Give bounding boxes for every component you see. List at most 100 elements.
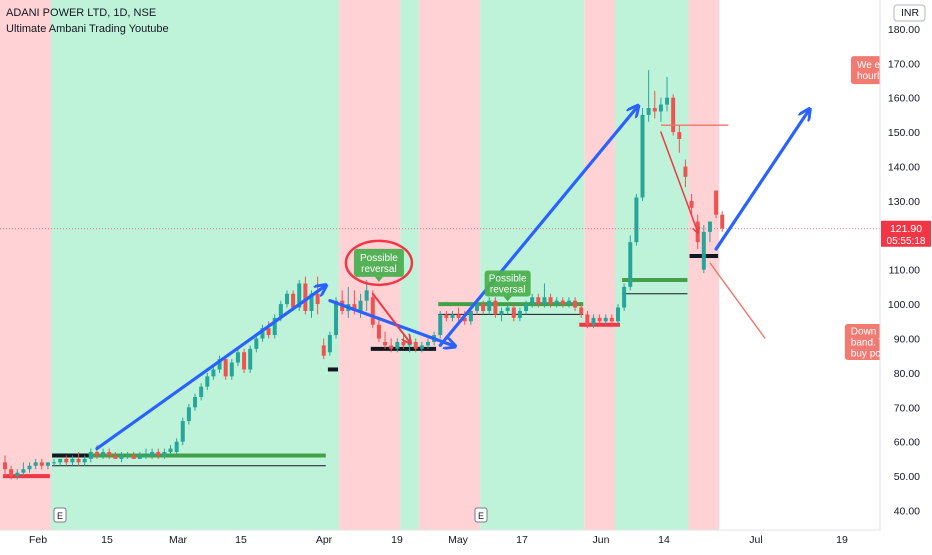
candle[interactable] bbox=[303, 276, 308, 315]
candle[interactable] bbox=[481, 300, 486, 315]
candle[interactable] bbox=[39, 458, 44, 470]
candle[interactable] bbox=[70, 455, 75, 466]
candle[interactable] bbox=[665, 77, 670, 112]
candle[interactable] bbox=[364, 280, 369, 311]
candle[interactable] bbox=[217, 355, 222, 373]
candle[interactable] bbox=[450, 310, 455, 322]
reversal-label[interactable]: Possible reversal bbox=[344, 239, 414, 287]
candle[interactable] bbox=[229, 359, 234, 380]
candle[interactable] bbox=[327, 331, 332, 356]
candle[interactable] bbox=[193, 393, 198, 411]
candle[interactable] bbox=[76, 452, 81, 466]
candle[interactable] bbox=[622, 283, 627, 311]
candle[interactable] bbox=[487, 297, 492, 315]
time-axis[interactable]: Feb 15 Mar 15 Apr 19 May 17 Jun 14 Jul 19 bbox=[0, 529, 880, 550]
candle[interactable] bbox=[524, 300, 529, 315]
candle[interactable] bbox=[376, 317, 381, 342]
candle[interactable] bbox=[701, 224, 706, 274]
candle[interactable] bbox=[21, 462, 26, 477]
candle[interactable] bbox=[413, 338, 418, 353]
candle[interactable] bbox=[646, 70, 651, 122]
candle[interactable] bbox=[162, 448, 167, 459]
candle[interactable] bbox=[560, 297, 565, 308]
earnings-marker[interactable]: E bbox=[53, 507, 67, 523]
candle[interactable] bbox=[284, 290, 289, 308]
candle[interactable] bbox=[52, 458, 57, 466]
callout-box[interactable]: Down move was arrested at the shakeoutba… bbox=[844, 323, 932, 360]
candle[interactable] bbox=[150, 448, 155, 459]
candle[interactable] bbox=[64, 455, 69, 466]
candle[interactable] bbox=[517, 307, 522, 322]
earnings-marker[interactable]: E bbox=[474, 507, 488, 523]
candle[interactable] bbox=[419, 341, 424, 353]
candle[interactable] bbox=[425, 338, 430, 349]
candle[interactable] bbox=[438, 310, 443, 339]
candle[interactable] bbox=[616, 304, 620, 325]
candle[interactable] bbox=[677, 125, 682, 153]
candle[interactable] bbox=[199, 383, 204, 401]
candle[interactable] bbox=[671, 94, 676, 136]
candle[interactable] bbox=[235, 348, 240, 367]
candle[interactable] bbox=[321, 338, 326, 360]
candle[interactable] bbox=[119, 452, 124, 463]
candle[interactable] bbox=[254, 335, 259, 353]
candle[interactable] bbox=[652, 90, 657, 119]
candle[interactable] bbox=[370, 290, 375, 329]
candle[interactable] bbox=[720, 211, 725, 232]
candle[interactable] bbox=[658, 97, 663, 122]
candle[interactable] bbox=[180, 417, 185, 446]
candle[interactable] bbox=[505, 304, 510, 315]
candle[interactable] bbox=[101, 448, 106, 459]
candle[interactable] bbox=[205, 372, 210, 391]
candle[interactable] bbox=[3, 455, 7, 477]
candle[interactable] bbox=[579, 304, 584, 318]
candle[interactable] bbox=[511, 304, 516, 322]
callout-box[interactable]: We exited around here on thehourly chart… bbox=[850, 56, 932, 85]
candle[interactable] bbox=[272, 314, 277, 339]
candle[interactable] bbox=[113, 452, 118, 459]
candle[interactable] bbox=[88, 448, 93, 463]
candle[interactable] bbox=[591, 314, 596, 329]
candle[interactable] bbox=[714, 190, 719, 219]
candle[interactable] bbox=[597, 314, 602, 325]
candle[interactable] bbox=[585, 310, 590, 329]
candle[interactable] bbox=[456, 307, 461, 322]
candle[interactable] bbox=[45, 462, 50, 470]
candle[interactable] bbox=[444, 310, 449, 322]
candle[interactable] bbox=[15, 469, 20, 480]
candle[interactable] bbox=[395, 338, 400, 353]
reversal-label[interactable]: Possible reversal bbox=[484, 270, 531, 302]
candle[interactable] bbox=[530, 293, 535, 308]
candle[interactable] bbox=[107, 448, 112, 459]
candle[interactable] bbox=[548, 293, 553, 308]
candle[interactable] bbox=[27, 462, 32, 473]
candle[interactable] bbox=[707, 221, 712, 243]
candle[interactable] bbox=[125, 452, 130, 459]
candle[interactable] bbox=[82, 455, 87, 466]
candle[interactable] bbox=[603, 314, 608, 325]
candle[interactable] bbox=[242, 348, 247, 373]
candle[interactable] bbox=[186, 403, 191, 425]
candle[interactable] bbox=[223, 355, 228, 380]
candle[interactable] bbox=[58, 458, 63, 466]
candle[interactable] bbox=[542, 283, 547, 308]
candle[interactable] bbox=[499, 307, 504, 322]
candle[interactable] bbox=[168, 445, 173, 456]
candle[interactable] bbox=[628, 235, 633, 291]
candle[interactable] bbox=[211, 366, 216, 380]
candle[interactable] bbox=[358, 293, 363, 318]
candle[interactable] bbox=[536, 293, 541, 308]
candle[interactable] bbox=[143, 448, 148, 459]
price-axis[interactable]: 40.00 50.00 60.00 70.00 80.00 90.00 100.00 110.… bbox=[879, 0, 932, 550]
candle[interactable] bbox=[573, 297, 578, 311]
candle[interactable] bbox=[389, 338, 394, 353]
candle[interactable] bbox=[174, 438, 179, 456]
candle[interactable] bbox=[33, 458, 38, 470]
candle[interactable] bbox=[248, 345, 253, 373]
candle[interactable] bbox=[260, 324, 265, 342]
candle[interactable] bbox=[689, 194, 694, 215]
candle[interactable] bbox=[131, 452, 136, 459]
candle[interactable] bbox=[634, 194, 639, 246]
candle[interactable] bbox=[609, 314, 614, 325]
